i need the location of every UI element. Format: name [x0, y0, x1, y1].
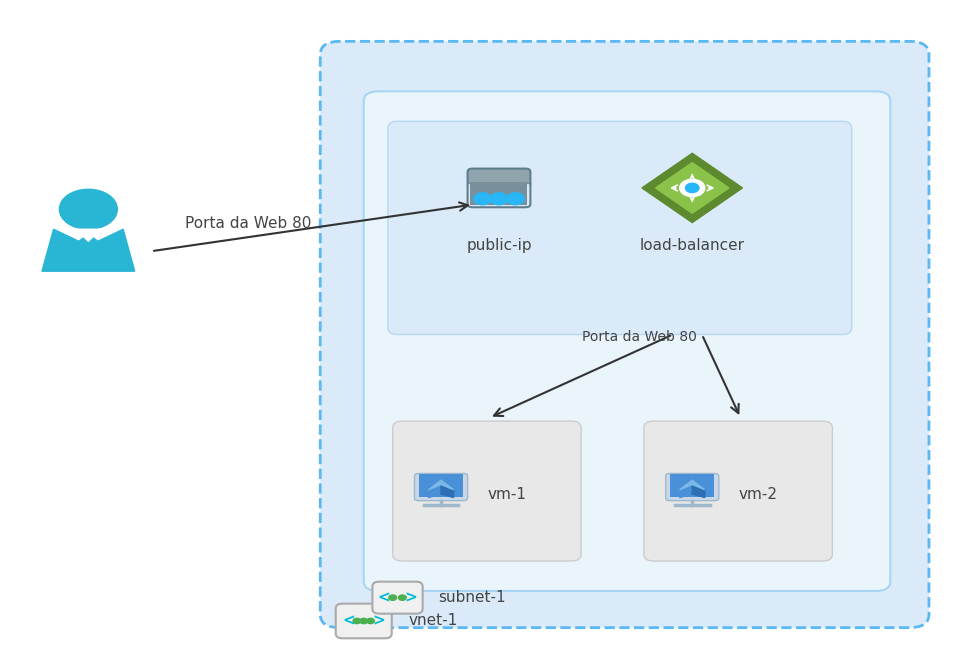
Polygon shape — [655, 163, 729, 213]
FancyBboxPatch shape — [419, 474, 463, 498]
Circle shape — [389, 595, 396, 600]
Polygon shape — [692, 484, 704, 498]
Polygon shape — [428, 484, 441, 498]
Text: Porta da Web 80: Porta da Web 80 — [581, 330, 697, 345]
FancyBboxPatch shape — [468, 169, 530, 183]
Text: >: > — [405, 590, 418, 605]
Circle shape — [474, 193, 491, 205]
Polygon shape — [42, 229, 135, 271]
FancyBboxPatch shape — [335, 603, 391, 638]
Circle shape — [359, 618, 367, 624]
Circle shape — [59, 189, 117, 229]
Polygon shape — [441, 484, 453, 498]
Polygon shape — [428, 480, 453, 490]
Text: <: < — [378, 590, 391, 605]
FancyBboxPatch shape — [468, 169, 530, 183]
Polygon shape — [679, 480, 704, 490]
Polygon shape — [642, 153, 742, 223]
Polygon shape — [76, 229, 101, 242]
Circle shape — [679, 179, 704, 197]
Text: vm-2: vm-2 — [738, 487, 777, 502]
Circle shape — [490, 193, 508, 205]
Circle shape — [353, 618, 360, 624]
Text: vnet-1: vnet-1 — [408, 613, 457, 628]
Text: Porta da Web 80: Porta da Web 80 — [184, 216, 311, 231]
FancyBboxPatch shape — [363, 92, 891, 591]
Text: >: > — [373, 613, 386, 628]
Text: <: < — [342, 613, 355, 628]
Text: load-balancer: load-balancer — [640, 238, 745, 253]
Polygon shape — [679, 484, 692, 498]
Circle shape — [366, 618, 374, 624]
Text: subnet-1: subnet-1 — [438, 590, 506, 605]
FancyBboxPatch shape — [320, 41, 929, 628]
Circle shape — [685, 183, 699, 193]
FancyBboxPatch shape — [666, 474, 719, 500]
FancyBboxPatch shape — [388, 121, 852, 334]
Circle shape — [398, 595, 406, 600]
FancyBboxPatch shape — [471, 182, 527, 205]
FancyBboxPatch shape — [644, 421, 832, 561]
FancyBboxPatch shape — [415, 474, 468, 500]
FancyBboxPatch shape — [670, 474, 714, 498]
Text: public-ip: public-ip — [466, 238, 532, 253]
FancyBboxPatch shape — [372, 581, 422, 613]
FancyBboxPatch shape — [392, 421, 581, 561]
Circle shape — [507, 193, 524, 205]
Text: vm-1: vm-1 — [487, 487, 526, 502]
